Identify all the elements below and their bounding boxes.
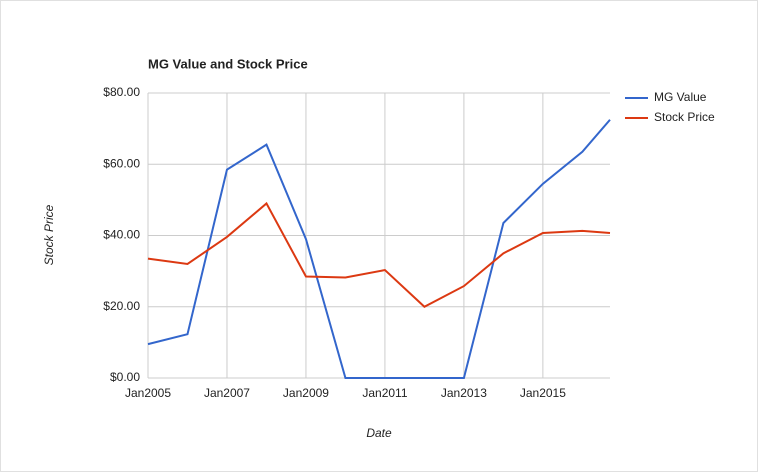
series-line	[147, 201, 611, 308]
legend-label: MG Value	[654, 90, 707, 104]
legend-label: Stock Price	[654, 110, 715, 124]
chart-title: MG Value and Stock Price	[148, 56, 308, 71]
series-line	[147, 119, 611, 379]
y-tick-label: $40.00	[103, 228, 140, 242]
x-tick-label: Jan2011	[362, 386, 407, 400]
x-tick-label: Jan2013	[441, 386, 487, 400]
y-tick-label: $60.00	[103, 156, 140, 170]
x-axis-title: Date	[366, 426, 392, 440]
y-tick-label: $80.00	[103, 85, 140, 99]
y-tick-label: $0.00	[110, 370, 140, 384]
x-tick-label: Jan2007	[204, 386, 250, 400]
y-axis-title: Stock Price	[42, 204, 56, 265]
y-tick-label: $20.00	[103, 299, 140, 313]
x-tick-label: Jan2015	[520, 386, 566, 400]
x-tick-label: Jan2005	[125, 386, 171, 400]
x-tick-label: Jan2009	[283, 386, 329, 400]
